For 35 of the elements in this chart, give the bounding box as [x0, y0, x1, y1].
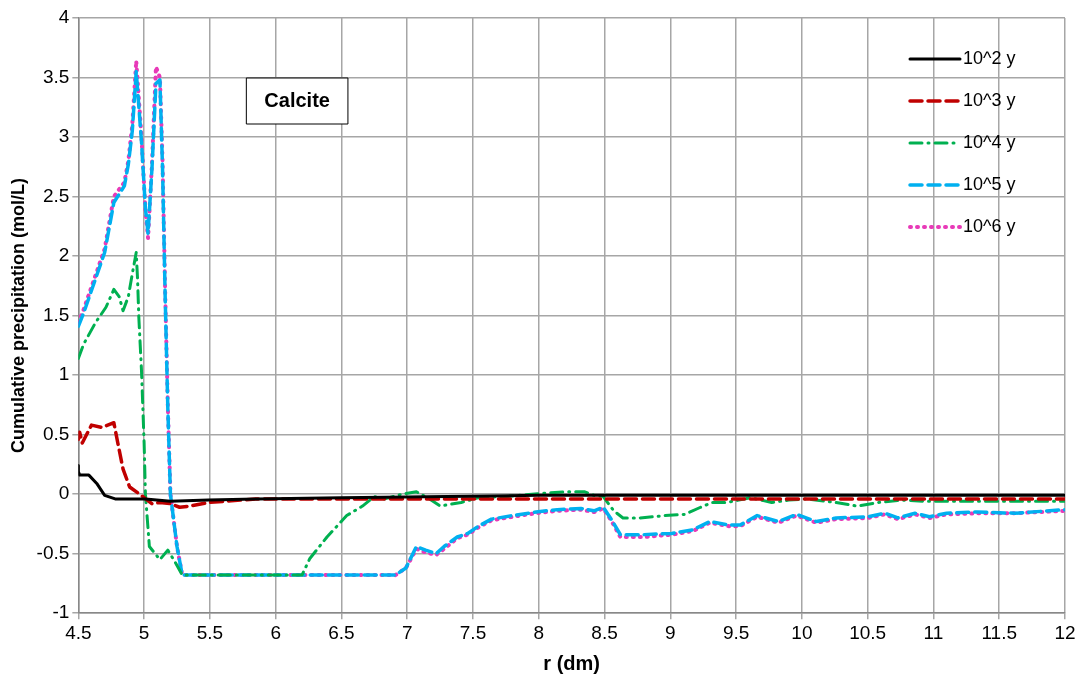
y-tick-label: 0	[58, 482, 70, 504]
x-tick-label: 6.5	[328, 621, 355, 643]
x-tick-label: 5	[138, 621, 150, 643]
x-tick-label: 9	[665, 621, 676, 643]
y-tick-label: -1	[52, 601, 70, 623]
x-tick-label: 8	[533, 621, 545, 643]
legend-label: 10^2 y	[963, 47, 1016, 68]
y-tick-label: 1.5	[42, 303, 70, 325]
x-tick-label: 7.5	[459, 621, 487, 643]
x-tick-label: 9.5	[722, 621, 750, 643]
y-tick-label: -0.5	[36, 541, 70, 563]
x-tick-label: 10.5	[849, 621, 887, 643]
x-tick-label: 5.5	[196, 621, 224, 643]
x-tick-label: 11	[923, 621, 944, 643]
legend-label: 10^6 y	[963, 215, 1016, 236]
y-tick-label: 1	[58, 363, 70, 385]
y-tick-label: 3.5	[42, 65, 70, 87]
annotation: Calcite	[264, 88, 330, 111]
y-tick-label: 3	[58, 125, 70, 147]
x-tick-label: 6	[270, 621, 281, 643]
y-axis-title: Cumulative precipitation (mol/L)	[7, 178, 28, 454]
y-tick-label: 0.5	[42, 422, 70, 444]
x-tick-label: 7	[401, 621, 413, 643]
x-tick-label: 12	[1054, 621, 1076, 643]
x-tick-label: 11.5	[981, 621, 1018, 643]
x-tick-label: 4.5	[65, 621, 92, 643]
legend-label: 10^4 y	[963, 131, 1016, 152]
y-tick-label: 4	[58, 6, 70, 28]
y-tick-label: 2.5	[42, 184, 70, 206]
x-axis-title: r (dm)	[543, 651, 601, 674]
legend-label: 10^3 y	[963, 89, 1016, 110]
legend-label: 10^5 y	[963, 173, 1016, 194]
x-tick-label: 8.5	[591, 621, 618, 643]
x-tick-label: 10	[791, 621, 813, 643]
y-tick-label: 2	[58, 244, 70, 266]
